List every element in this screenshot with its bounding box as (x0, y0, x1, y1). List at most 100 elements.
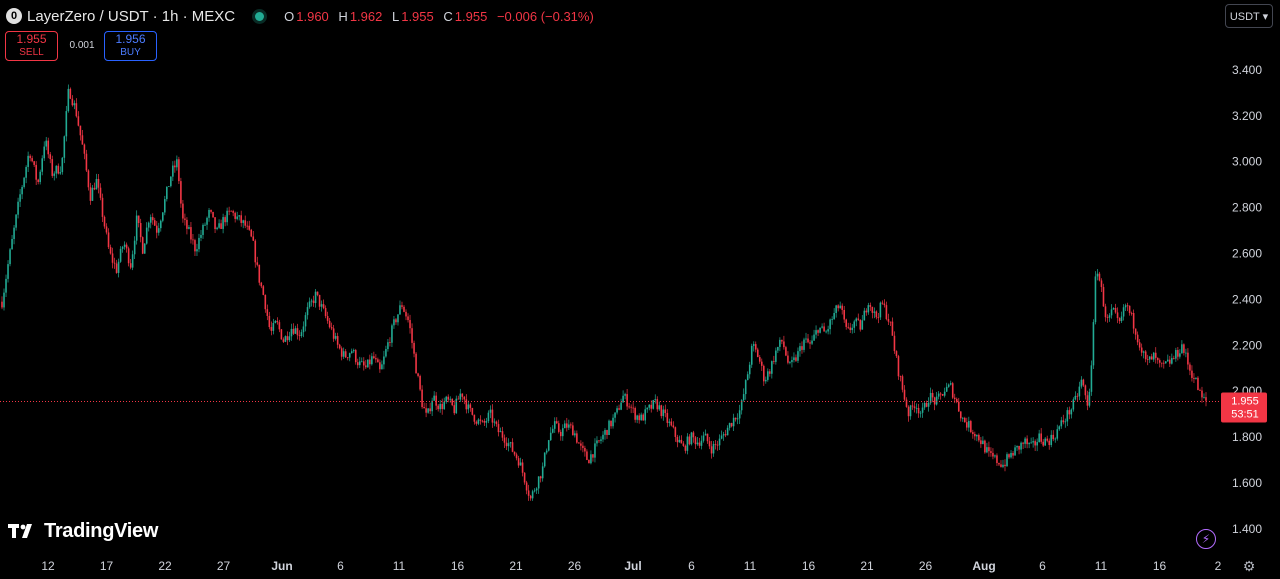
candle-body (184, 218, 186, 220)
symbol-title[interactable]: LayerZero / USDT · 1h · MEXC (27, 7, 236, 25)
buy-button[interactable]: 1.956 BUY (104, 31, 157, 61)
candle-body (493, 421, 496, 423)
candle-body (813, 334, 815, 341)
candle-body (413, 342, 415, 354)
candle-body (853, 321, 856, 328)
candle-body (198, 237, 200, 250)
candle-body (831, 319, 833, 320)
candle-body (421, 389, 423, 408)
time-axis[interactable]: 12 17 22 27 Jun 6 11 16 21 26 Jul 6 11 16 21 26 Aug 6 11 16… (41, 559, 1221, 573)
candle-body (1000, 464, 1002, 467)
candle-body (121, 246, 124, 249)
candle-body (861, 320, 864, 330)
candle-body (503, 437, 506, 443)
candle-body (986, 447, 988, 453)
candle-body (668, 421, 671, 423)
currency-select-button[interactable]: USDT ▾ (1225, 4, 1273, 28)
candle-body (564, 423, 566, 429)
candle-body (857, 318, 860, 320)
candle-body (636, 415, 638, 420)
candle-body (648, 404, 651, 408)
candle-body (694, 437, 697, 445)
candle-body (292, 328, 295, 334)
price-tick-label: 2.600 (1232, 246, 1262, 260)
candle-body (1116, 312, 1119, 319)
candle-body (871, 306, 874, 313)
candle-body (417, 373, 419, 376)
candle-body (125, 244, 128, 249)
candle-body (296, 328, 299, 336)
candle-body (214, 217, 216, 230)
candle-body (1098, 273, 1101, 281)
candle-body (963, 417, 966, 423)
tradingview-logo[interactable]: TradingView (8, 518, 158, 544)
candle-body (949, 383, 952, 385)
candle-body (67, 88, 70, 112)
candle-body (371, 356, 373, 365)
candle-body (881, 302, 884, 304)
candle-body (630, 406, 632, 408)
last-price-label: 1.955 53:51 (1221, 392, 1267, 423)
time-tick-label: 6 (337, 559, 344, 573)
candle-body (101, 197, 104, 217)
candle-body (877, 317, 880, 319)
price-axis[interactable]: 3.4003.2003.0002.8002.6002.4002.2002.000… (1232, 63, 1262, 536)
candle-body (407, 316, 409, 321)
candle-body (704, 433, 707, 436)
candle-body (1136, 334, 1139, 343)
candle-body (1020, 442, 1022, 450)
candle-body (33, 161, 35, 165)
time-tick-label: 2 (1215, 559, 1222, 573)
candle-body (1008, 454, 1010, 458)
candle-body (1144, 351, 1147, 360)
candle-body (387, 342, 389, 350)
candle-body (1148, 356, 1151, 360)
candle-body (933, 397, 936, 405)
gear-icon[interactable]: ⚙ (1242, 557, 1256, 574)
candle-body (1205, 397, 1207, 401)
candle-body (568, 424, 570, 428)
candle-body (959, 411, 962, 419)
candle-body (369, 359, 371, 365)
candle-body (523, 472, 526, 483)
candle-body (415, 353, 417, 374)
layerzero-symbol-icon[interactable]: 0 (6, 8, 22, 24)
candle-body (250, 229, 253, 237)
candle-body (3, 292, 5, 308)
candle-body (1084, 385, 1087, 396)
price-tick-label: 3.400 (1232, 63, 1262, 77)
candle-body (117, 261, 120, 273)
candle-body (222, 217, 224, 229)
candle-body (290, 328, 293, 337)
candle-body (750, 345, 753, 365)
candle-body (266, 309, 269, 316)
candle-body (19, 194, 21, 202)
candle-body (1162, 362, 1165, 364)
candle-body (248, 225, 251, 230)
candle-body (756, 349, 759, 358)
candle-body (1106, 317, 1109, 318)
sell-button[interactable]: 1.955 SELL (5, 31, 58, 61)
candle-body (618, 408, 620, 410)
lightning-icon[interactable]: ⚡ (1196, 529, 1216, 549)
candle-body (891, 321, 894, 336)
candle-body (431, 400, 433, 412)
time-tick-label: 26 (568, 559, 582, 573)
candle-body (131, 254, 134, 268)
candle-body (688, 436, 691, 445)
candle-body (698, 442, 701, 446)
candle-body (968, 421, 970, 428)
candle-body (465, 399, 468, 410)
candle-body (1191, 370, 1193, 378)
time-tick-label: 12 (41, 559, 55, 573)
time-tick-label: Jul (624, 559, 641, 573)
candle-body (1022, 442, 1024, 444)
market-status-icon[interactable] (255, 11, 265, 21)
candle-body (566, 423, 568, 428)
candle-body (777, 346, 779, 351)
time-tick-label: 11 (1095, 559, 1108, 573)
candle-body (626, 394, 628, 407)
candle-body (1169, 359, 1171, 364)
candle-body (521, 462, 524, 473)
